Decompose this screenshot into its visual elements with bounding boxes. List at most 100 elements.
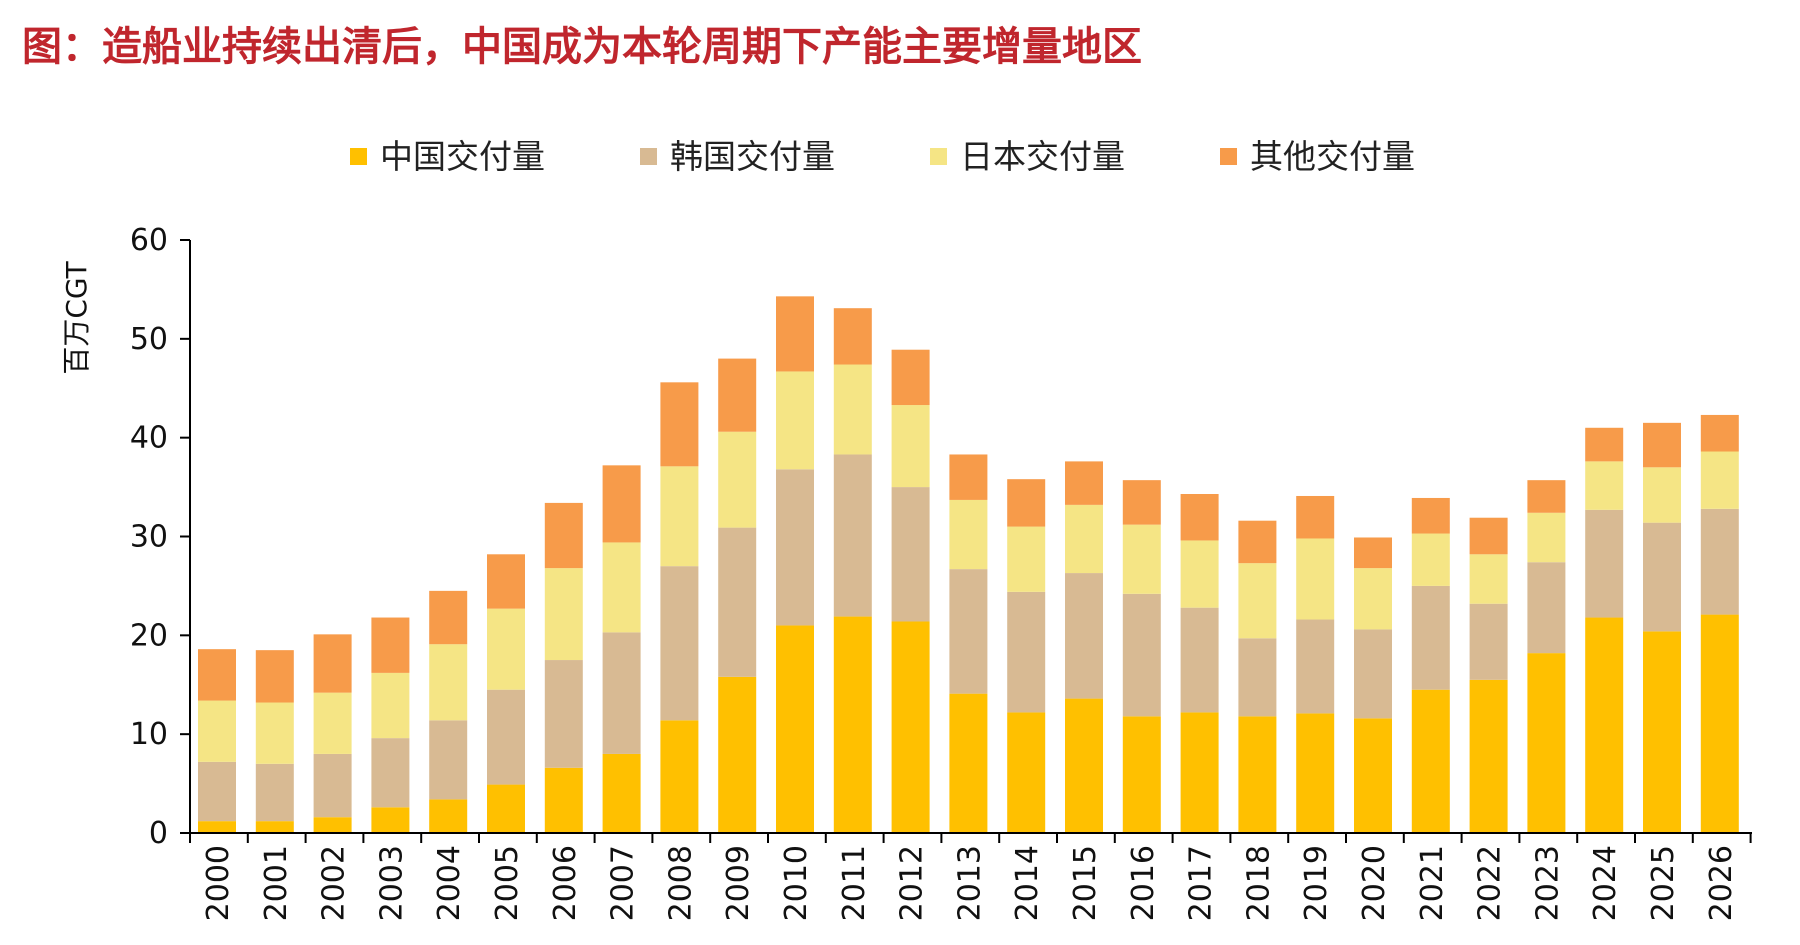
- bar-segment-series-1: [1411, 689, 1450, 833]
- bar-segment-series-2: [602, 632, 641, 754]
- bar-segment-series-3: [1180, 540, 1219, 608]
- bar-segment-series-2: [776, 469, 814, 626]
- x-tick-label: 2008: [663, 845, 698, 921]
- bar-segment-series-1: [429, 799, 468, 833]
- x-tick-label: 2014: [1010, 845, 1045, 921]
- page-title: 图：造船业持续出清后，中国成为本轮周期下产能主要增量地区: [22, 23, 1142, 70]
- bar-segment-series-2: [1296, 619, 1335, 714]
- bar-stack-2000: [198, 649, 236, 833]
- legend-swatch: [640, 148, 657, 165]
- bar-segment-series-4: [1296, 495, 1335, 539]
- legend-label: 中国交付量: [380, 137, 545, 176]
- bar-stack-2001: [255, 650, 294, 833]
- bar-segment-series-4: [487, 554, 525, 609]
- bar-segment-series-4: [371, 617, 410, 673]
- bar-stack-2007: [602, 465, 641, 833]
- bar-segment-series-3: [1238, 563, 1277, 639]
- x-tick-label: 2017: [1184, 845, 1219, 921]
- x-tick-label: 2026: [1704, 845, 1739, 921]
- bar-segment-series-1: [1354, 718, 1392, 833]
- bar-segment-series-3: [891, 405, 930, 488]
- bar-stack-2024: [1585, 427, 1624, 833]
- chart-legend: 中国交付量 韩国交付量 日本交付量 其他交付量: [350, 137, 1415, 176]
- bar-segment-series-4: [429, 590, 468, 645]
- bar-stack-2010: [776, 296, 814, 833]
- bar-segment-series-4: [1238, 520, 1277, 564]
- bars: [198, 296, 1739, 833]
- legend-swatch: [350, 148, 367, 165]
- bar-segment-series-2: [198, 761, 236, 822]
- bar-segment-series-2: [487, 689, 525, 785]
- bar-segment-series-2: [1585, 509, 1624, 618]
- bar-stack-2015: [1065, 461, 1103, 833]
- bar-segment-series-3: [544, 568, 583, 661]
- bar-segment-series-1: [1700, 614, 1739, 833]
- bar-segment-series-4: [718, 358, 757, 432]
- bar-segment-series-4: [313, 634, 352, 693]
- bar-segment-series-4: [602, 465, 641, 543]
- bar-segment-series-2: [891, 487, 930, 622]
- bar-segment-series-3: [602, 542, 641, 633]
- bar-segment-series-2: [949, 569, 988, 694]
- y-tick-label: 50: [130, 322, 168, 357]
- bar-segment-series-1: [1296, 713, 1335, 833]
- y-tick-label: 30: [130, 520, 168, 555]
- bar-segment-series-3: [1411, 533, 1450, 586]
- bar-stack-2004: [429, 590, 468, 833]
- x-tick-label: 2011: [837, 845, 872, 921]
- bar-segment-series-2: [660, 566, 699, 721]
- bar-segment-series-1: [1585, 617, 1624, 833]
- bar-segment-series-4: [1180, 494, 1219, 541]
- x-tick-label: 2004: [432, 845, 467, 921]
- bar-stack-2009: [718, 358, 757, 833]
- x-tick-label: 2013: [952, 845, 987, 921]
- bar-segment-series-1: [833, 616, 872, 833]
- bar-segment-series-3: [1527, 512, 1566, 563]
- bar-segment-series-4: [891, 349, 930, 406]
- bar-segment-series-2: [1411, 585, 1450, 690]
- bar-stack-2021: [1411, 497, 1450, 833]
- bar-segment-series-4: [833, 308, 872, 365]
- bar-segment-series-4: [1007, 479, 1046, 527]
- bar-segment-series-1: [198, 821, 236, 833]
- y-tick-label: 10: [130, 717, 168, 752]
- bar-segment-series-4: [1700, 414, 1739, 452]
- bar-segment-series-4: [1527, 480, 1566, 513]
- bar-segment-series-3: [776, 371, 814, 470]
- x-tick-label: 2006: [548, 845, 583, 921]
- legend-swatch: [930, 148, 947, 165]
- bar-segment-series-3: [833, 364, 872, 455]
- bar-segment-series-3: [198, 700, 236, 762]
- bar-segment-series-3: [1007, 526, 1046, 592]
- bar-segment-series-4: [544, 502, 583, 569]
- x-tick-label: 2009: [721, 845, 756, 921]
- bar-stack-2012: [891, 349, 930, 833]
- bar-segment-series-3: [1469, 554, 1508, 604]
- bar-segment-series-1: [255, 821, 294, 833]
- legend-item-2: 韩国交付量: [640, 137, 835, 176]
- bar-segment-series-1: [602, 753, 641, 833]
- bar-segment-series-2: [1700, 508, 1739, 615]
- bar-stack-2020: [1354, 537, 1392, 833]
- bar-segment-series-1: [891, 621, 930, 833]
- y-tick-label: 0: [149, 816, 168, 851]
- y-tick-label: 60: [130, 223, 168, 258]
- bar-segment-series-2: [371, 738, 410, 808]
- bar-segment-series-2: [255, 763, 294, 822]
- bar-segment-series-1: [1122, 716, 1161, 833]
- bar-segment-series-4: [660, 382, 699, 467]
- x-tick-label: 2021: [1415, 845, 1450, 921]
- bar-segment-series-1: [949, 693, 988, 833]
- bar-segment-series-1: [1469, 679, 1508, 833]
- bar-segment-series-4: [1411, 497, 1450, 534]
- bar-segment-series-2: [1122, 593, 1161, 717]
- x-tick-label: 2022: [1473, 845, 1508, 921]
- bar-stack-2017: [1180, 494, 1219, 833]
- bar-segment-series-1: [487, 784, 525, 833]
- bar-stack-2022: [1469, 517, 1508, 833]
- bar-segment-series-1: [718, 676, 757, 833]
- bar-segment-series-3: [1700, 451, 1739, 509]
- legend-swatch: [1220, 148, 1237, 165]
- bar-stack-2006: [544, 502, 583, 833]
- bar-segment-series-4: [949, 454, 988, 500]
